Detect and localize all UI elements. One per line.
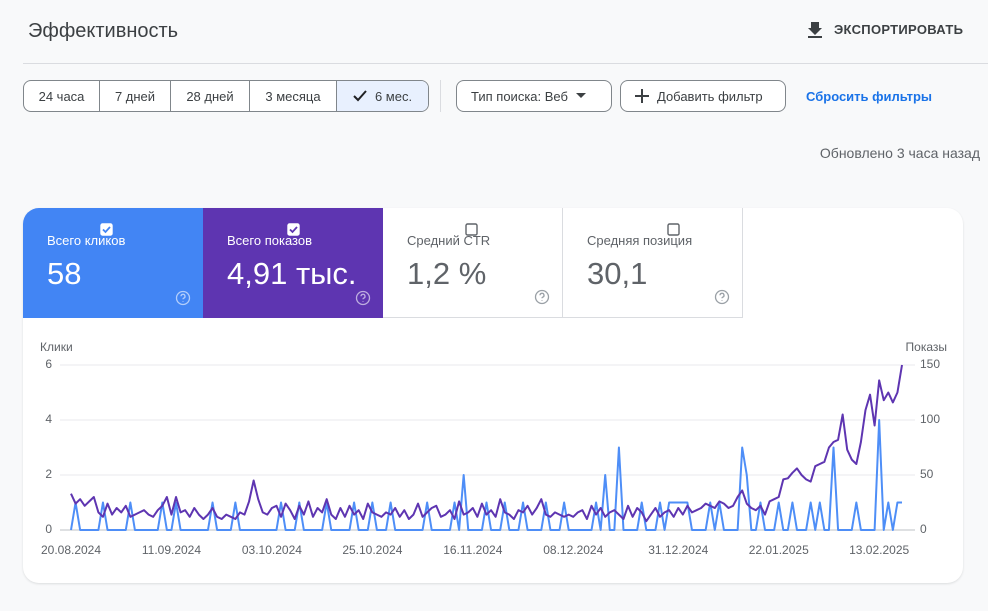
metric-value: 30,1: [587, 256, 648, 291]
search-type-label: Тип поиска: Веб: [471, 88, 568, 104]
range-label: 3 месяца: [265, 88, 321, 104]
x-tick-label: 22.01.2025: [749, 543, 809, 557]
metric-tile[interactable]: Всего кликов 58: [23, 208, 203, 318]
x-tick-label: 08.12.2024: [543, 543, 603, 557]
checkbox: [667, 223, 680, 236]
add-filter-chip[interactable]: Добавить фильтр: [620, 80, 786, 112]
y-tick-label: 4: [45, 412, 52, 426]
metric-label: Средняя позиция: [587, 233, 693, 248]
add-filter-label: Добавить фильтр: [657, 88, 763, 104]
metric-tile[interactable]: Всего показов 4,91 тыс.: [203, 208, 383, 318]
plus-icon: [635, 89, 649, 103]
y2-axis-label: Показы: [906, 340, 947, 354]
metric-label-row: Средняя позиция: [587, 223, 693, 248]
help-icon: [534, 289, 550, 305]
x-tick-label: 25.10.2024: [342, 543, 402, 557]
range-option[interactable]: 24 часа: [24, 81, 99, 111]
updated-note: Обновлено 3 часа назад: [819, 145, 980, 161]
y2-tick-label: 50: [920, 467, 934, 481]
metric-tile[interactable]: Средний CTR 1,2 %: [383, 208, 563, 318]
help-mark: [719, 292, 725, 301]
date-range-selector: 24 часа 7 дней 28 дней 3 месяца 6 мес.: [23, 80, 429, 112]
help-circle: [534, 289, 550, 305]
y2-tick-label: 100: [920, 412, 940, 426]
range-option[interactable]: 6 мес.: [336, 81, 428, 111]
x-tick-label: 11.09.2024: [142, 543, 201, 557]
y-axis-label: Клики: [40, 340, 73, 354]
y-tick-label: 6: [45, 357, 52, 371]
checkbox-check: [289, 226, 298, 234]
metric-label-row: Всего показов: [227, 223, 312, 248]
x-tick-label: 13.02.2025: [849, 543, 909, 557]
help-mark: [539, 292, 545, 301]
export-icon: [808, 22, 822, 38]
divider: [23, 63, 988, 64]
search-type-chip[interactable]: Тип поиска: Веб: [456, 80, 612, 112]
help-icon: [175, 290, 191, 306]
metric-label: Всего кликов: [47, 233, 126, 248]
help-icon: [714, 289, 730, 305]
checkbox: [100, 223, 114, 236]
range-option[interactable]: 28 дней: [170, 81, 249, 111]
checkbox-check: [102, 226, 112, 234]
y-tick-label: 0: [45, 522, 52, 536]
series-line: [70, 419, 902, 531]
separator: [440, 80, 441, 112]
range-label: 28 дней: [186, 88, 234, 104]
range-label: 24 часа: [38, 88, 85, 104]
metric-label: Средний CTR: [407, 233, 491, 248]
performance-card: Всего кликов 58 Всего показов 4,91 тыс. Сред…: [23, 208, 963, 583]
page-title: Эффективность: [28, 20, 179, 42]
metric-value: 58: [47, 256, 82, 291]
x-tick-label: 16.11.2024: [443, 543, 502, 557]
y2-tick-label: 0: [920, 522, 927, 536]
check-icon: [353, 90, 367, 102]
checkbox: [287, 223, 300, 236]
dropdown-icon: [575, 93, 586, 98]
check-mark: [353, 90, 367, 102]
x-tick-label: 31.12.2024: [648, 543, 708, 557]
range-label: 6 мес.: [374, 88, 413, 104]
metric-label-row: Средний CTR: [407, 223, 491, 248]
metric-value: 1,2 %: [407, 256, 487, 291]
y-tick-label: 2: [45, 467, 52, 481]
help-circle: [355, 290, 371, 306]
checkbox: [465, 223, 478, 236]
help-circle: [175, 290, 191, 306]
metric-value: 4,91 тыс.: [227, 256, 357, 291]
x-tick-label: 20.08.2024: [41, 543, 101, 557]
help-mark: [360, 293, 366, 302]
metric-label: Всего показов: [227, 233, 312, 248]
help-icon: [355, 290, 371, 306]
x-tick-label: 03.10.2024: [242, 543, 302, 557]
export-button[interactable]: ЭКСПОРТИРОВАТЬ: [806, 20, 963, 38]
range-option[interactable]: 3 месяца: [249, 81, 336, 111]
metric-tile[interactable]: Средняя позиция 30,1: [563, 208, 743, 318]
help-mark: [180, 293, 186, 302]
export-label: ЭКСПОРТИРОВАТЬ: [834, 21, 964, 37]
range-label: 7 дней: [114, 88, 156, 104]
reset-filters-link[interactable]: Сбросить фильтры: [806, 89, 933, 104]
y2-tick-label: 150: [920, 357, 940, 371]
checkbox-box: [465, 223, 478, 236]
range-option[interactable]: 7 дней: [99, 81, 170, 111]
checkbox-box: [667, 223, 680, 236]
metric-label-row: Всего кликов: [47, 223, 126, 248]
help-circle: [714, 289, 730, 305]
series-line: [70, 364, 903, 523]
